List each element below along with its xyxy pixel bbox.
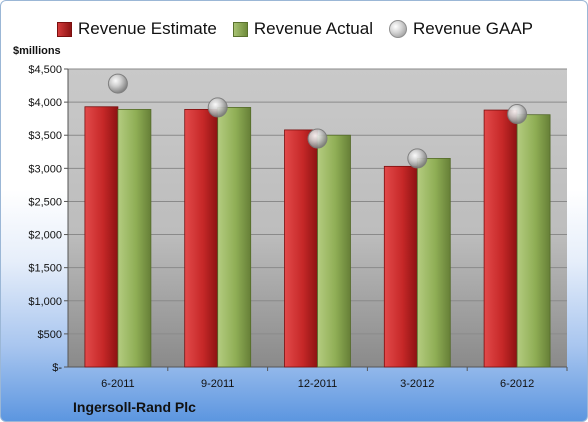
legend-label-actual: Revenue Actual	[253, 19, 373, 38]
legend-item-gaap: Revenue GAAP	[388, 19, 533, 39]
x-tick-label: 6-2011	[101, 378, 134, 390]
y-tick-label: $4,000	[28, 97, 62, 109]
legend-label-estimate: Revenue Estimate	[77, 19, 217, 38]
bar-revenue-estimate	[284, 129, 318, 368]
marker-revenue-gaap	[507, 104, 528, 125]
legend-swatch-actual	[232, 21, 248, 37]
legend-marker-gaap	[388, 20, 407, 38]
y-tick-label: $2,500	[28, 196, 62, 208]
y-tick-label: $3,500	[28, 130, 62, 142]
y-tick-label: $1,500	[28, 263, 62, 275]
bar-revenue-estimate	[84, 106, 119, 368]
marker-revenue-gaap	[407, 148, 428, 169]
company-name: Ingersoll-Rand Plc	[73, 399, 196, 415]
x-tick-label: 9-2011	[201, 378, 234, 390]
y-tick-label: $3,000	[28, 163, 62, 175]
bar-revenue-actual	[416, 157, 451, 368]
marker-revenue-gaap	[107, 73, 128, 94]
y-tick-label: $2,000	[28, 230, 62, 242]
marker-revenue-gaap	[307, 128, 328, 149]
legend-item-actual: Revenue Actual	[232, 19, 373, 39]
legend-item-estimate: Revenue Estimate	[56, 19, 217, 39]
marker-revenue-gaap	[207, 97, 228, 118]
bar-revenue-actual	[117, 108, 152, 368]
x-tick-label: 12-2011	[298, 378, 338, 390]
y-tick-label: $-	[52, 362, 62, 374]
x-tick-label: 6-2012	[500, 378, 534, 390]
y-tick-label: $500	[38, 329, 62, 341]
legend: Revenue Estimate Revenue Actual Revenue …	[1, 15, 587, 43]
legend-label-gaap: Revenue GAAP	[412, 19, 533, 38]
bar-revenue-actual	[317, 134, 351, 368]
bar-revenue-actual	[217, 107, 252, 368]
bar-revenue-estimate	[383, 165, 418, 368]
y-axis-unit-label: $millions	[13, 45, 61, 57]
bar-revenue-estimate	[184, 108, 219, 368]
legend-swatch-estimate	[56, 21, 72, 37]
x-tick-label: 3-2012	[400, 378, 434, 390]
y-tick-label: $4,500	[28, 64, 62, 76]
bar-revenue-estimate	[483, 109, 518, 368]
bar-revenue-actual	[516, 114, 551, 368]
y-tick-label: $1,000	[28, 296, 62, 308]
